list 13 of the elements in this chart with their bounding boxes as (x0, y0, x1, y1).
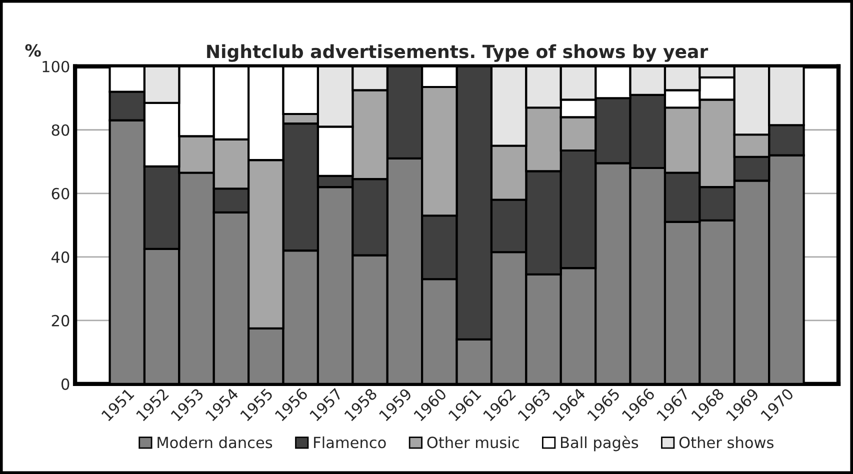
y-tick-label: 0 (61, 378, 70, 390)
y-axis-title: % (25, 44, 41, 57)
y-tick-label: 60 (52, 188, 70, 200)
legend-label: Other shows (679, 436, 774, 448)
legend-label: Flamenco (314, 436, 386, 448)
chart-title: Nightclub advertisements. Type of shows by year (207, 44, 708, 62)
y-tick-label: 20 (52, 314, 70, 326)
legend-label: Ball pagès (561, 436, 638, 452)
y-tick-label: 100 (42, 60, 70, 72)
y-tick-label: 40 (52, 251, 70, 263)
legend-label: Modern dances (158, 436, 272, 448)
legend-label: Other music (427, 436, 519, 448)
y-tick-label: 80 (52, 124, 70, 136)
